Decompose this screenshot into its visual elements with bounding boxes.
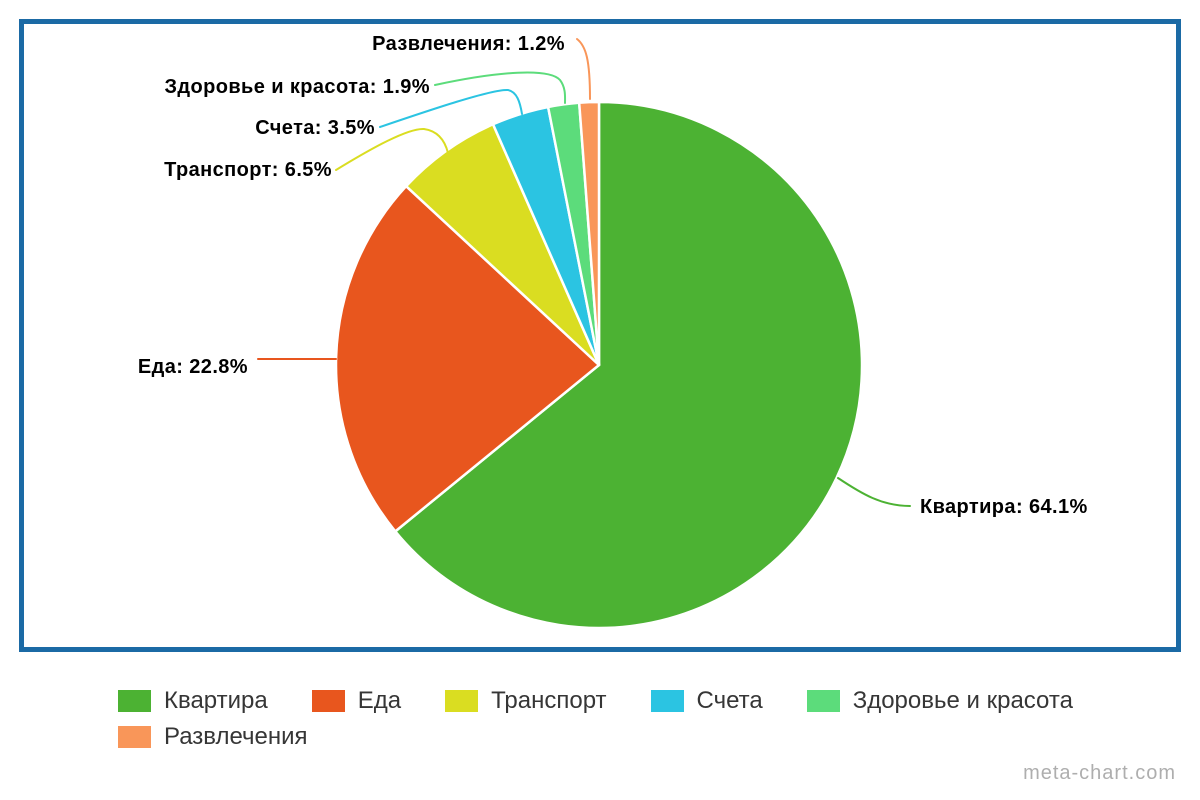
leader-line-2: [335, 127, 449, 171]
legend-item-0: Квартира: [118, 688, 268, 714]
watermark: meta-chart.com: [1023, 762, 1176, 784]
callout-apartment: Квартира: 64.1%: [920, 496, 1088, 518]
chart-legend: Квартира Еда Транспорт Счета Здоровье и крас…: [118, 688, 1118, 750]
legend-swatch-icon: [118, 690, 151, 712]
pie-slice-1: [334, 184, 601, 533]
leader-line-4: [434, 71, 567, 104]
legend-label: Квартира: [164, 687, 268, 714]
legend-label: Транспорт: [491, 687, 607, 714]
legend-swatch-icon: [118, 726, 151, 748]
legend-item-4: Здоровье и красота: [806, 687, 1073, 714]
legend-swatch-icon: [650, 690, 684, 712]
pie-slice-0: [394, 100, 864, 630]
callout-transport: Транспорт: 6.5%: [164, 159, 332, 181]
callout-bills: Счета: 3.5%: [255, 117, 375, 139]
pie-chart: [257, 38, 911, 630]
callout-entertainment: Развлечения: 1.2%: [372, 33, 565, 55]
legend-swatch-icon: [311, 690, 345, 712]
legend-item-1: Еда: [311, 687, 402, 714]
legend-item-3: Счета: [650, 687, 763, 714]
pie-slice-5: [577, 100, 601, 367]
legend-label: Здоровье и красота: [852, 687, 1073, 714]
legend-swatch-icon: [445, 690, 479, 712]
legend-label: Развлечения: [164, 723, 308, 750]
legend-label: Счета: [696, 687, 763, 714]
legend-item-2: Транспорт: [445, 687, 607, 714]
leader-line-5: [576, 38, 591, 100]
leader-line-3: [379, 88, 523, 128]
legend-swatch-icon: [806, 690, 840, 712]
callout-food: Еда: 22.8%: [137, 356, 248, 378]
callout-health-beauty: Здоровье и красота: 1.9%: [164, 76, 430, 98]
legend-item-5: Развлечения: [118, 724, 308, 750]
leader-line-0: [837, 477, 911, 507]
legend-label: Еда: [357, 687, 402, 714]
